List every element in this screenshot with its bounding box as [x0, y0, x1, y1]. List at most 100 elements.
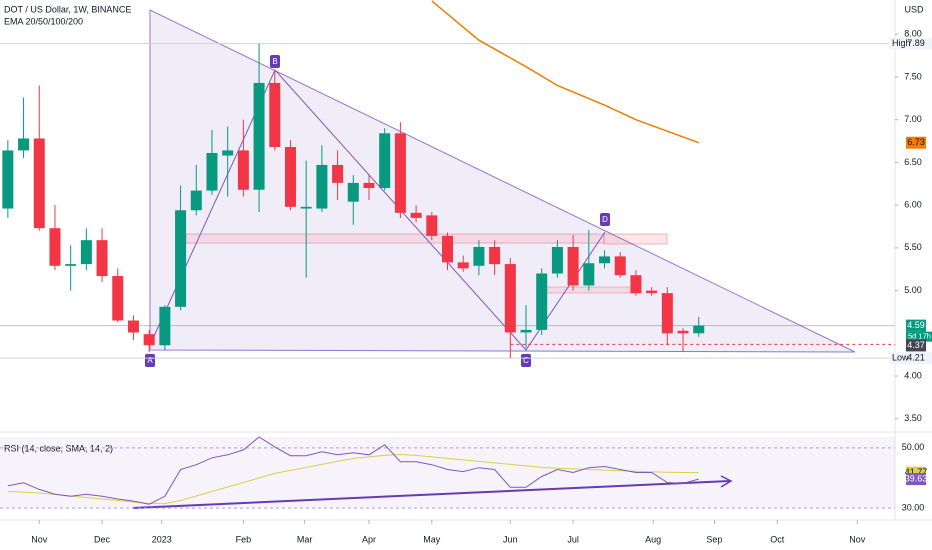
- x-tick-label: Apr: [362, 534, 376, 544]
- x-tick-label: Dec: [94, 534, 111, 544]
- candle-body: [614, 256, 626, 276]
- candle-body: [80, 240, 92, 265]
- candle-body: [551, 246, 563, 274]
- point-label: A: [147, 356, 153, 365]
- candle-body: [536, 273, 548, 330]
- rsi-trendline: [132, 480, 731, 509]
- candle-body: [473, 246, 485, 266]
- y-tick-label: 5.00: [904, 285, 922, 295]
- candle-body: [33, 138, 45, 229]
- candle-body: [504, 264, 516, 333]
- countdown-box: [906, 331, 932, 342]
- candle-body: [143, 334, 155, 346]
- y-tick-label: 5.50: [904, 242, 922, 252]
- x-tick-label: Mar: [297, 534, 313, 544]
- x-tick-label: Sep: [706, 534, 722, 544]
- rsi-value-box: [906, 473, 926, 486]
- rsi-line: [7, 436, 699, 505]
- candle-body: [442, 235, 453, 263]
- rsi-value: 39.63: [905, 473, 928, 483]
- low-label: Low: [892, 352, 909, 362]
- countdown: 5d 17h: [908, 332, 931, 341]
- currency: USD: [904, 4, 924, 14]
- last-price: 4.59: [907, 320, 925, 330]
- candle-body: [237, 150, 249, 190]
- high-box: [889, 37, 932, 50]
- candle-body: [159, 306, 171, 346]
- y-tick-label: 4.00: [904, 370, 922, 380]
- candle-body: [300, 206, 312, 209]
- candle-body: [599, 256, 611, 264]
- zone: [603, 233, 668, 245]
- candle-body: [206, 152, 218, 191]
- candle-body: [410, 212, 422, 218]
- candle-body: [677, 330, 689, 334]
- level-value: 4.37: [907, 340, 925, 350]
- x-tick-label: Jul: [567, 534, 579, 544]
- candle-body: [65, 264, 77, 266]
- x-tick-label: Oct: [770, 534, 785, 544]
- candle-body: [269, 82, 281, 148]
- high-value: 7.89: [907, 38, 925, 48]
- candle-body: [112, 276, 124, 321]
- chart-title: DOT / US Dollar, 1W, BINANCE: [4, 4, 131, 14]
- x-tick-label: Nov: [31, 534, 48, 544]
- low-box: [889, 352, 932, 365]
- candle-body: [646, 290, 658, 294]
- candle-body: [583, 263, 595, 286]
- point-badge: [145, 354, 155, 367]
- candle-body: [175, 210, 187, 307]
- rsi-label: RSI (14, close, SMA, 14, 2): [4, 443, 113, 453]
- candle-body: [222, 150, 234, 156]
- candle-body: [567, 246, 579, 286]
- candle-body: [18, 138, 30, 151]
- candle-body: [661, 293, 673, 334]
- candle-body: [693, 325, 705, 334]
- x-tick-label: Nov: [849, 534, 866, 544]
- y-tick-label: 3.50: [904, 413, 922, 423]
- indicator-label: EMA 20/50/100/200: [4, 16, 83, 26]
- rsi-tick-label: 50.00: [902, 442, 925, 452]
- rsi-tick-label: 30.00: [902, 502, 925, 512]
- candle-body: [127, 320, 139, 333]
- candle-body: [284, 147, 296, 207]
- last-price-box: [906, 319, 926, 332]
- rsi-band: [0, 437, 895, 508]
- arrow-head: [720, 475, 733, 488]
- ema-line: [431, 0, 699, 144]
- point-label: D: [602, 215, 608, 224]
- x-tick-label: Jun: [503, 534, 518, 544]
- y-tick-label: 6.50: [904, 157, 922, 167]
- high-label: High: [892, 38, 911, 48]
- ema-value-box: [906, 136, 926, 149]
- candle-body: [489, 246, 501, 265]
- y-tick-label: 7.50: [904, 71, 922, 81]
- candle-body: [457, 262, 469, 269]
- candle-body: [394, 133, 406, 213]
- triangle-drawing: [149, 9, 856, 353]
- candle-body: [316, 164, 328, 209]
- candle-body: [347, 182, 359, 202]
- x-tick-label: Aug: [645, 534, 661, 544]
- candle-body: [96, 240, 108, 277]
- y-tick-label: 8.00: [904, 29, 922, 39]
- point-badge: [521, 354, 531, 367]
- rsi-sma-value: 41.77: [905, 467, 928, 477]
- candle-body: [190, 190, 202, 211]
- x-tick-label: Feb: [236, 534, 252, 544]
- y-tick-label: 6.00: [904, 199, 922, 209]
- low-value: 4.21: [907, 352, 925, 362]
- candle-body: [2, 150, 14, 209]
- zone: [545, 286, 642, 294]
- candle-body: [426, 215, 438, 236]
- candle-body: [379, 133, 391, 189]
- ema-value: 6.73: [907, 137, 925, 147]
- point-label: B: [272, 57, 277, 66]
- x-tick-label: 2023: [152, 534, 172, 544]
- zone: [185, 233, 605, 244]
- candle-body: [520, 329, 532, 333]
- candle-body: [332, 164, 344, 183]
- candle-body: [630, 275, 642, 294]
